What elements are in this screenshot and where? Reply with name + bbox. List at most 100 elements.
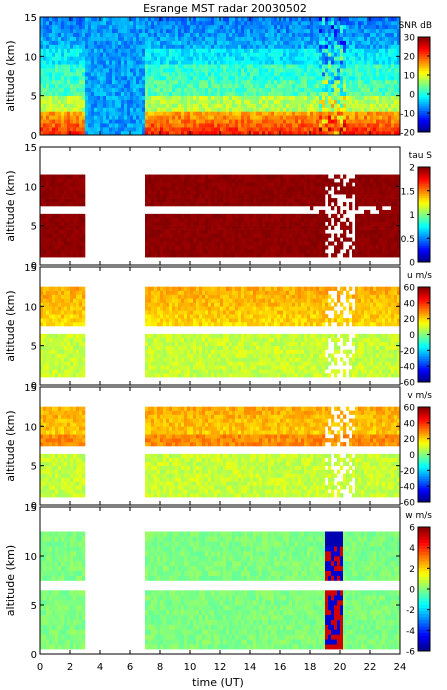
heatmap-cell (298, 237, 302, 242)
heatmap-cell (367, 56, 371, 61)
heatmap-cell (145, 241, 149, 246)
heatmap-cell (136, 111, 140, 116)
heatmap-cell (229, 178, 233, 183)
heatmap-cell (349, 20, 353, 26)
heatmap-cell (88, 72, 92, 77)
heatmap-cell (280, 60, 284, 65)
heatmap-cell (217, 91, 221, 96)
heatmap-cell (292, 56, 296, 61)
heatmap-cell (148, 233, 152, 238)
heatmap-cell (295, 28, 299, 34)
heatmap-cell (274, 72, 278, 77)
heatmap-cell (280, 91, 284, 96)
heatmap-cell (310, 87, 314, 93)
heatmap-cell (253, 60, 257, 65)
heatmap-cell (181, 241, 185, 246)
heatmap-cell (301, 221, 305, 226)
heatmap-cell (274, 68, 278, 73)
heatmap-cell (145, 202, 149, 207)
heatmap-cell (298, 221, 302, 226)
heatmap-cell (97, 48, 101, 53)
heatmap-cell (304, 131, 308, 136)
heatmap-cell (79, 115, 83, 120)
heatmap-cell (232, 64, 236, 69)
heatmap-cell (226, 186, 230, 191)
heatmap-cell (313, 44, 317, 49)
heatmap-cell (205, 95, 209, 100)
heatmap-cell (193, 198, 197, 203)
heatmap-cell (370, 24, 374, 30)
heatmap-cell (319, 28, 323, 34)
heatmap-cell (157, 190, 161, 195)
heatmap-cell (214, 233, 218, 238)
heatmap-cell (262, 182, 266, 187)
heatmap-cell (220, 245, 224, 250)
heatmap-cell (217, 178, 221, 183)
heatmap-cell (160, 233, 164, 238)
heatmap-cell (232, 182, 236, 187)
heatmap-cell (55, 40, 59, 45)
heatmap-cell (232, 91, 236, 96)
heatmap-cell (346, 115, 350, 120)
heatmap-cell (76, 241, 80, 246)
heatmap-cell (313, 68, 317, 73)
heatmap-cell (124, 60, 128, 65)
heatmap-cell (103, 72, 107, 77)
heatmap-cell (220, 174, 224, 179)
heatmap-cell (205, 194, 209, 199)
heatmap-cell (271, 237, 275, 242)
heatmap-cell (79, 178, 83, 183)
heatmap-cell (145, 123, 149, 128)
heatmap-cell (49, 40, 53, 45)
heatmap-cell (205, 103, 209, 108)
heatmap-cell (169, 115, 173, 120)
heatmap-cell (397, 95, 401, 100)
heatmap-cell (328, 95, 332, 100)
heatmap-cell (70, 249, 74, 254)
heatmap-cell (286, 225, 290, 230)
heatmap-cell (346, 64, 350, 69)
heatmap-cell (280, 127, 284, 132)
heatmap-cell (124, 20, 128, 26)
heatmap-cell (151, 213, 155, 219)
heatmap-cell (313, 123, 317, 128)
heatmap-cell (184, 44, 188, 49)
heatmap-cell (202, 253, 206, 258)
heatmap-cell (118, 87, 122, 93)
heatmap-cell (244, 241, 248, 246)
heatmap-cell (310, 107, 314, 112)
heatmap-cell (40, 91, 44, 96)
heatmap-cell (43, 198, 47, 203)
heatmap-cell (325, 52, 329, 57)
heatmap-cell (190, 174, 194, 179)
heatmap-cell (88, 17, 92, 22)
heatmap-cell (205, 68, 209, 73)
heatmap-cell (286, 123, 290, 128)
heatmap-cell (85, 76, 89, 81)
heatmap-cell (235, 233, 239, 238)
heatmap-cell (361, 103, 365, 108)
heatmap-cell (277, 249, 281, 254)
heatmap-cell (145, 20, 149, 26)
heatmap-cell (154, 20, 158, 26)
heatmap-cell (169, 245, 173, 250)
heatmap-cell (274, 60, 278, 65)
heatmap-cell (280, 241, 284, 246)
heatmap-cell (325, 76, 329, 81)
heatmap-cell (190, 64, 194, 69)
heatmap-cell (187, 213, 191, 219)
heatmap-cell (319, 32, 323, 37)
heatmap-cell (64, 48, 68, 53)
heatmap-cell (145, 198, 149, 203)
heatmap-cell (193, 221, 197, 226)
heatmap-cell (181, 83, 185, 89)
heatmap-cell (235, 229, 239, 234)
heatmap-cell (256, 213, 260, 219)
heatmap-cell (43, 76, 47, 81)
heatmap-cell (76, 202, 80, 207)
heatmap-cell (115, 123, 119, 128)
heatmap-cell (349, 36, 353, 41)
heatmap-cell (256, 245, 260, 250)
heatmap-cell (334, 56, 338, 61)
heatmap-cell (175, 119, 179, 124)
